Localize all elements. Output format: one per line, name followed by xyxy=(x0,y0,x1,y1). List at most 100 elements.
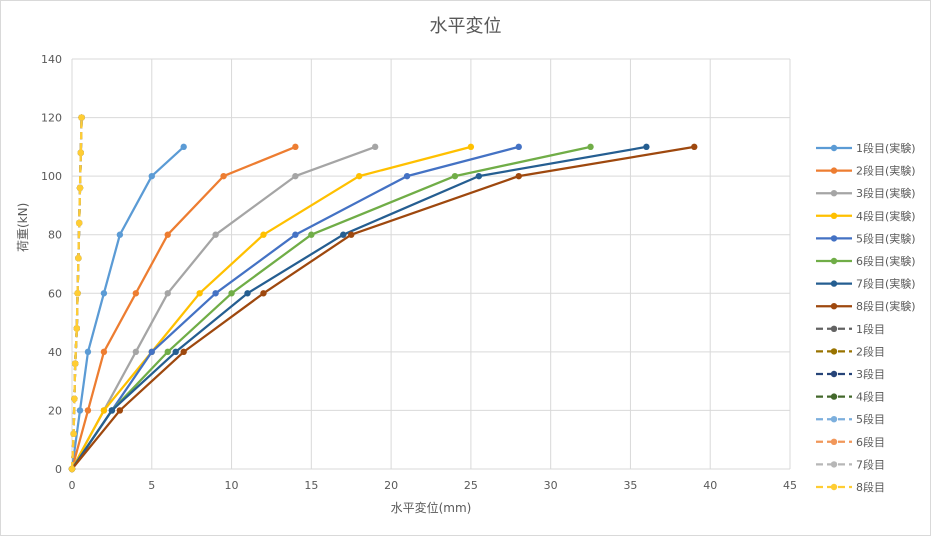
data-point xyxy=(403,172,411,180)
data-point xyxy=(73,325,80,332)
legend-item: 2段目(実験) xyxy=(816,164,916,178)
x-tick-label: 0 xyxy=(69,479,76,492)
data-point xyxy=(71,360,79,367)
series-lines xyxy=(68,114,698,473)
legend-label: 7段目(実験) xyxy=(856,277,916,291)
series-5 xyxy=(68,143,522,473)
series-line xyxy=(71,145,647,470)
data-point xyxy=(292,231,299,238)
data-point xyxy=(515,143,522,151)
data-point xyxy=(100,407,108,414)
legend-marker xyxy=(830,190,838,197)
data-point xyxy=(356,172,363,180)
legend-label: 6段目 xyxy=(856,435,885,449)
legend-item: 7段目 xyxy=(816,457,885,471)
legend-marker xyxy=(830,348,838,355)
x-tick-label: 30 xyxy=(544,479,558,492)
legend-item: 1段目 xyxy=(816,322,885,336)
data-point xyxy=(164,231,171,238)
data-point xyxy=(148,172,155,180)
data-point xyxy=(74,290,81,297)
data-point xyxy=(76,407,84,414)
legend-label: 1段目(実験) xyxy=(856,141,916,155)
legend-label: 3段目(実験) xyxy=(856,186,916,200)
series-16 xyxy=(68,114,85,473)
legend-item: 5段目 xyxy=(816,412,885,426)
data-point xyxy=(77,149,84,156)
data-point xyxy=(212,290,219,297)
y-tick-label: 120 xyxy=(41,112,62,125)
data-point xyxy=(260,231,267,238)
data-point xyxy=(84,348,92,356)
legend-item: 6段目 xyxy=(816,435,885,449)
data-point xyxy=(84,407,92,414)
data-point xyxy=(75,219,83,227)
data-point xyxy=(348,231,355,238)
series-line xyxy=(70,117,83,470)
legend-marker xyxy=(830,393,838,400)
legend-marker xyxy=(830,416,838,423)
data-point xyxy=(116,407,124,414)
legend-label: 7段目 xyxy=(856,457,885,471)
x-tick-label: 20 xyxy=(384,479,398,492)
x-tick-label: 45 xyxy=(783,479,797,492)
y-tick-label: 0 xyxy=(55,463,62,476)
legend-marker xyxy=(830,303,838,310)
x-tick-label: 40 xyxy=(703,479,717,492)
y-tick-label: 20 xyxy=(48,404,62,417)
data-point xyxy=(292,172,299,180)
x-tick-label: 10 xyxy=(225,479,239,492)
data-point xyxy=(451,172,459,180)
data-point xyxy=(691,143,698,151)
data-point xyxy=(371,143,379,151)
data-point xyxy=(643,143,650,151)
y-tick-label: 80 xyxy=(48,229,62,242)
data-point xyxy=(164,290,171,297)
series-line xyxy=(71,145,472,470)
data-point xyxy=(76,184,84,192)
x-tick-label: 25 xyxy=(464,479,478,492)
data-point xyxy=(475,172,483,180)
data-point xyxy=(78,114,85,121)
legend-marker xyxy=(830,167,838,174)
legend-label: 2段目 xyxy=(856,344,885,358)
series-7 xyxy=(68,143,650,473)
legend-item: 3段目 xyxy=(816,367,885,381)
x-tick-label: 15 xyxy=(304,479,318,492)
data-point xyxy=(180,143,187,151)
legend-label: 3段目 xyxy=(856,367,885,381)
legend-marker xyxy=(830,483,838,491)
legend-label: 5段目 xyxy=(856,412,885,426)
data-point xyxy=(467,143,475,151)
legend-item: 8段目(実験) xyxy=(816,299,916,313)
data-point xyxy=(100,348,108,356)
tick-labels: 0 20 40 60 80 100 120 140 0 5 10 15 20 25 30 35 40 45 xyxy=(41,53,797,492)
data-point xyxy=(100,290,108,297)
legend-label: 4段目(実験) xyxy=(856,209,916,223)
y-tick-label: 100 xyxy=(41,170,62,183)
series-line xyxy=(71,145,591,470)
series-8 xyxy=(68,143,698,473)
legend-marker xyxy=(830,257,838,265)
y-tick-label: 40 xyxy=(48,346,62,359)
legend-marker xyxy=(830,235,838,242)
legend-item: 4段目 xyxy=(816,390,885,404)
x-axis-label: 水平変位(mm) xyxy=(390,501,472,515)
data-point xyxy=(244,290,251,297)
data-point xyxy=(196,290,203,297)
data-point xyxy=(292,143,299,151)
legend-item: 7段目(実験) xyxy=(816,277,916,291)
data-point xyxy=(164,348,171,356)
y-tick-label: 140 xyxy=(41,53,62,66)
data-point xyxy=(108,407,116,414)
data-point xyxy=(71,395,78,402)
legend-label: 4段目 xyxy=(856,390,885,404)
legend-item: 2段目 xyxy=(816,344,885,358)
legend-item: 6段目(実験) xyxy=(816,254,916,268)
series-line xyxy=(71,145,520,470)
data-point xyxy=(212,231,219,238)
x-tick-label: 5 xyxy=(148,479,155,492)
legend-label: 8段目 xyxy=(856,480,885,494)
